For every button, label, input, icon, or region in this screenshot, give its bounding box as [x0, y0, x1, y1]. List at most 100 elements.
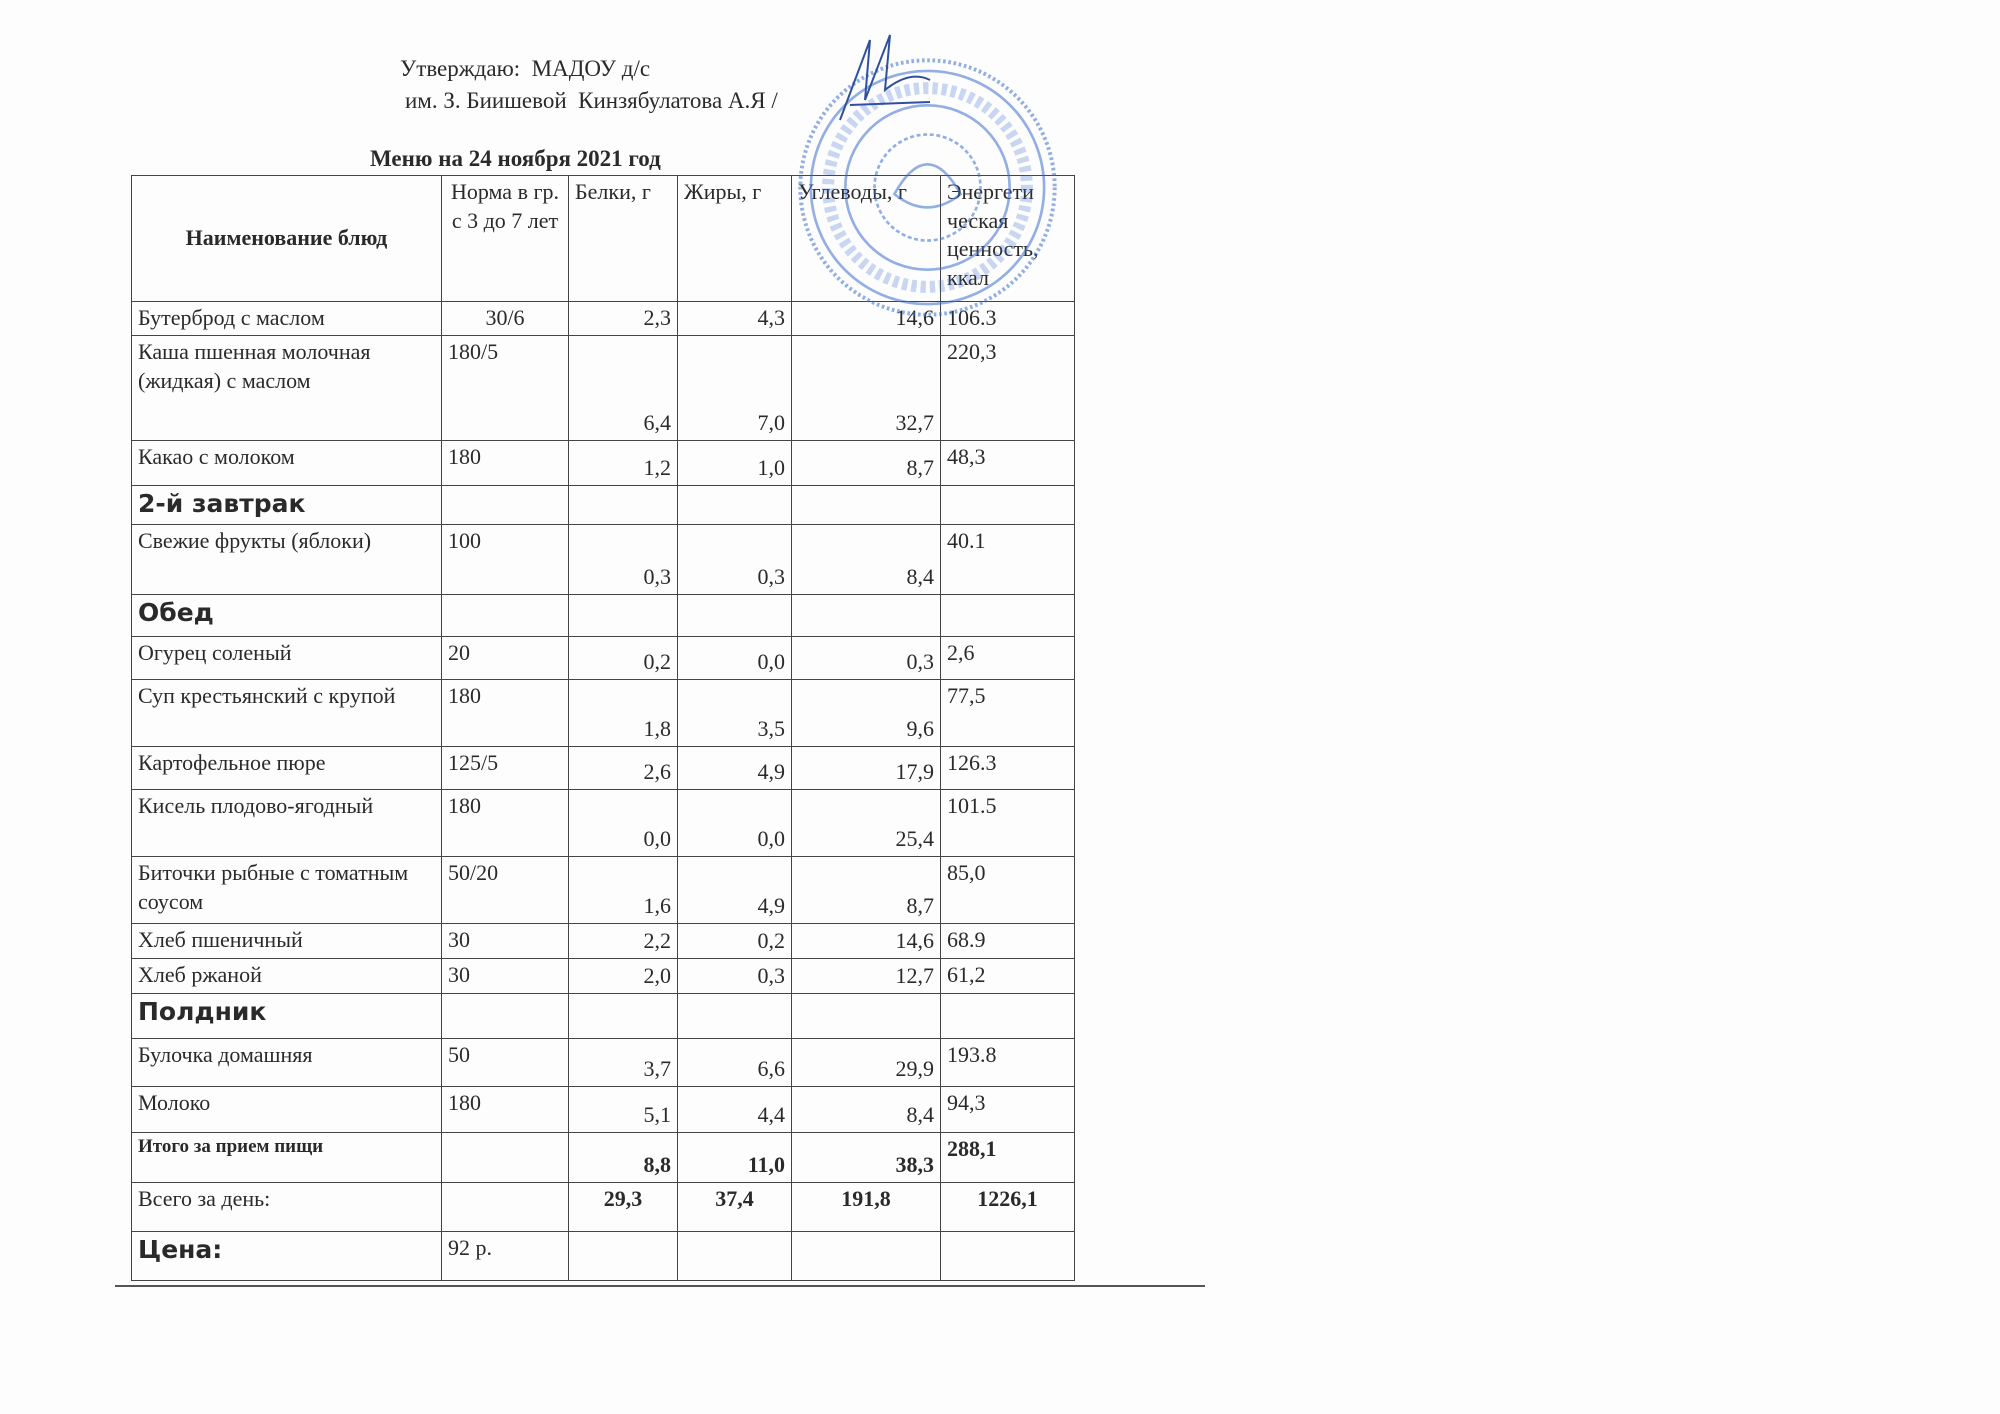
empty-cell: [441, 1132, 569, 1183]
header-name: Наименование блюд: [131, 175, 442, 302]
portion-norm: 50: [441, 1038, 569, 1087]
meal-total-label: Итого за прием пищи: [131, 1132, 442, 1183]
dish-name: Хлеб пшеничный: [131, 923, 442, 959]
protein-value: 1,2: [568, 440, 678, 486]
energy-value: 94,3: [940, 1086, 1075, 1133]
header-energy: Энергети ческая ценность, ккал: [940, 175, 1075, 302]
carbs-value: 17,9: [791, 746, 941, 790]
protein-value: 6,4: [568, 335, 678, 441]
empty-cell: [568, 485, 678, 525]
day-total-row: Всего за день: 29,3 37,4 191,8 1226,1: [131, 1182, 1075, 1232]
table-row: Хлеб ржаной 30 2,0 0,3 12,7 61,2: [131, 958, 1075, 994]
empty-cell: [441, 594, 569, 637]
dish-name: Булочка домашняя: [131, 1038, 442, 1087]
carbs-value: 14,6: [791, 301, 941, 336]
table-row: Какао с молоком 180 1,2 1,0 8,7 48,3: [131, 440, 1075, 486]
protein-value: 1,6: [568, 856, 678, 924]
portion-norm: 20: [441, 636, 569, 680]
table-row: Булочка домашняя 50 3,7 6,6 29,9 193.8: [131, 1038, 1075, 1087]
price-row: Цена: 92 р.: [131, 1231, 1075, 1281]
portion-norm: 180: [441, 440, 569, 486]
carbs-day: 191,8: [791, 1182, 941, 1232]
protein-day: 29,3: [568, 1182, 678, 1232]
dish-name: Суп крестьянский с крупой: [131, 679, 442, 747]
signature: [839, 34, 931, 121]
fat-value: 4,9: [677, 856, 792, 924]
section-title: 2-й завтрак: [131, 485, 442, 525]
table-row: Огурец соленый 20 0,2 0,0 0,3 2,6: [131, 636, 1075, 680]
portion-norm: 180/5: [441, 335, 569, 441]
approval-line-1: Утверждаю: МАДОУ д/с: [400, 56, 651, 81]
table-row: Суп крестьянский с крупой 180 1,8 3,5 9,6 77,…: [131, 679, 1075, 747]
energy-value: 193.8: [940, 1038, 1075, 1087]
fat-value: 0,0: [677, 789, 792, 857]
protein-value: 1,8: [568, 679, 678, 747]
dish-name: Свежие фрукты (яблоки): [131, 524, 442, 595]
portion-norm: 180: [441, 1086, 569, 1133]
portion-norm: 125/5: [441, 746, 569, 790]
section-row: Обед: [131, 594, 1075, 637]
fat-total: 11,0: [677, 1132, 792, 1183]
table-row: Кисель плодово-ягодный 180 0,0 0,0 25,4 101.5: [131, 789, 1075, 857]
fat-value: 4,9: [677, 746, 792, 790]
section-title: Полдник: [131, 993, 442, 1039]
fat-value: 1,0: [677, 440, 792, 486]
carbs-value: 8,4: [791, 1086, 941, 1133]
dish-name: Хлеб ржаной: [131, 958, 442, 994]
fat-value: 7,0: [677, 335, 792, 441]
energy-value: 126.3: [940, 746, 1075, 790]
fat-value: 3,5: [677, 679, 792, 747]
section-row: Полдник: [131, 993, 1075, 1039]
day-total-label: Всего за день:: [131, 1182, 442, 1232]
protein-value: 2,0: [568, 958, 678, 994]
dish-name: Картофельное пюре: [131, 746, 442, 790]
empty-cell: [940, 993, 1075, 1039]
dish-name: Огурец соленый: [131, 636, 442, 680]
section-row: 2-й завтрак: [131, 485, 1075, 525]
fat-value: 0,3: [677, 524, 792, 595]
carbs-value: 12,7: [791, 958, 941, 994]
protein-total: 8,8: [568, 1132, 678, 1183]
bottom-rule: [115, 1285, 1205, 1287]
table-header-row: Наименование блюд Норма в гр. с 3 до 7 л…: [131, 175, 1075, 302]
fat-value: 6,6: [677, 1038, 792, 1087]
table-row: Свежие фрукты (яблоки) 100 0,3 0,3 8,4 40.1: [131, 524, 1075, 595]
dish-name: Молоко: [131, 1086, 442, 1133]
section-title: Обед: [131, 594, 442, 637]
dish-name: Биточки рыбные с томатным соусом: [131, 856, 442, 924]
portion-norm: 30/6: [441, 301, 569, 336]
carbs-value: 8,7: [791, 440, 941, 486]
carbs-value: 25,4: [791, 789, 941, 857]
protein-value: 5,1: [568, 1086, 678, 1133]
energy-value: 220,3: [940, 335, 1075, 441]
empty-cell: [677, 993, 792, 1039]
table-row: Картофельное пюре 125/5 2,6 4,9 17,9 126.3: [131, 746, 1075, 790]
empty-cell: [441, 993, 569, 1039]
empty-cell: [940, 1231, 1075, 1281]
portion-norm: 100: [441, 524, 569, 595]
empty-cell: [568, 1231, 678, 1281]
empty-cell: [677, 1231, 792, 1281]
fat-day: 37,4: [677, 1182, 792, 1232]
empty-cell: [568, 993, 678, 1039]
protein-value: 0,0: [568, 789, 678, 857]
portion-norm: 50/20: [441, 856, 569, 924]
price-value: 92 р.: [441, 1231, 569, 1281]
energy-value: 2,6: [940, 636, 1075, 680]
energy-value: 101.5: [940, 789, 1075, 857]
carbs-total: 38,3: [791, 1132, 941, 1183]
energy-value: 40.1: [940, 524, 1075, 595]
empty-cell: [791, 485, 941, 525]
carbs-value: 32,7: [791, 335, 941, 441]
protein-value: 2,6: [568, 746, 678, 790]
empty-cell: [940, 594, 1075, 637]
fat-value: 0,2: [677, 923, 792, 959]
carbs-value: 8,7: [791, 856, 941, 924]
empty-cell: [441, 1182, 569, 1232]
header-fat: Жиры, г: [677, 175, 792, 302]
energy-day: 1226,1: [940, 1182, 1075, 1232]
header-protein: Белки, г: [568, 175, 678, 302]
fat-value: 0,3: [677, 958, 792, 994]
meal-total-row: Итого за прием пищи 8,8 11,0 38,3 288,1: [131, 1132, 1075, 1183]
